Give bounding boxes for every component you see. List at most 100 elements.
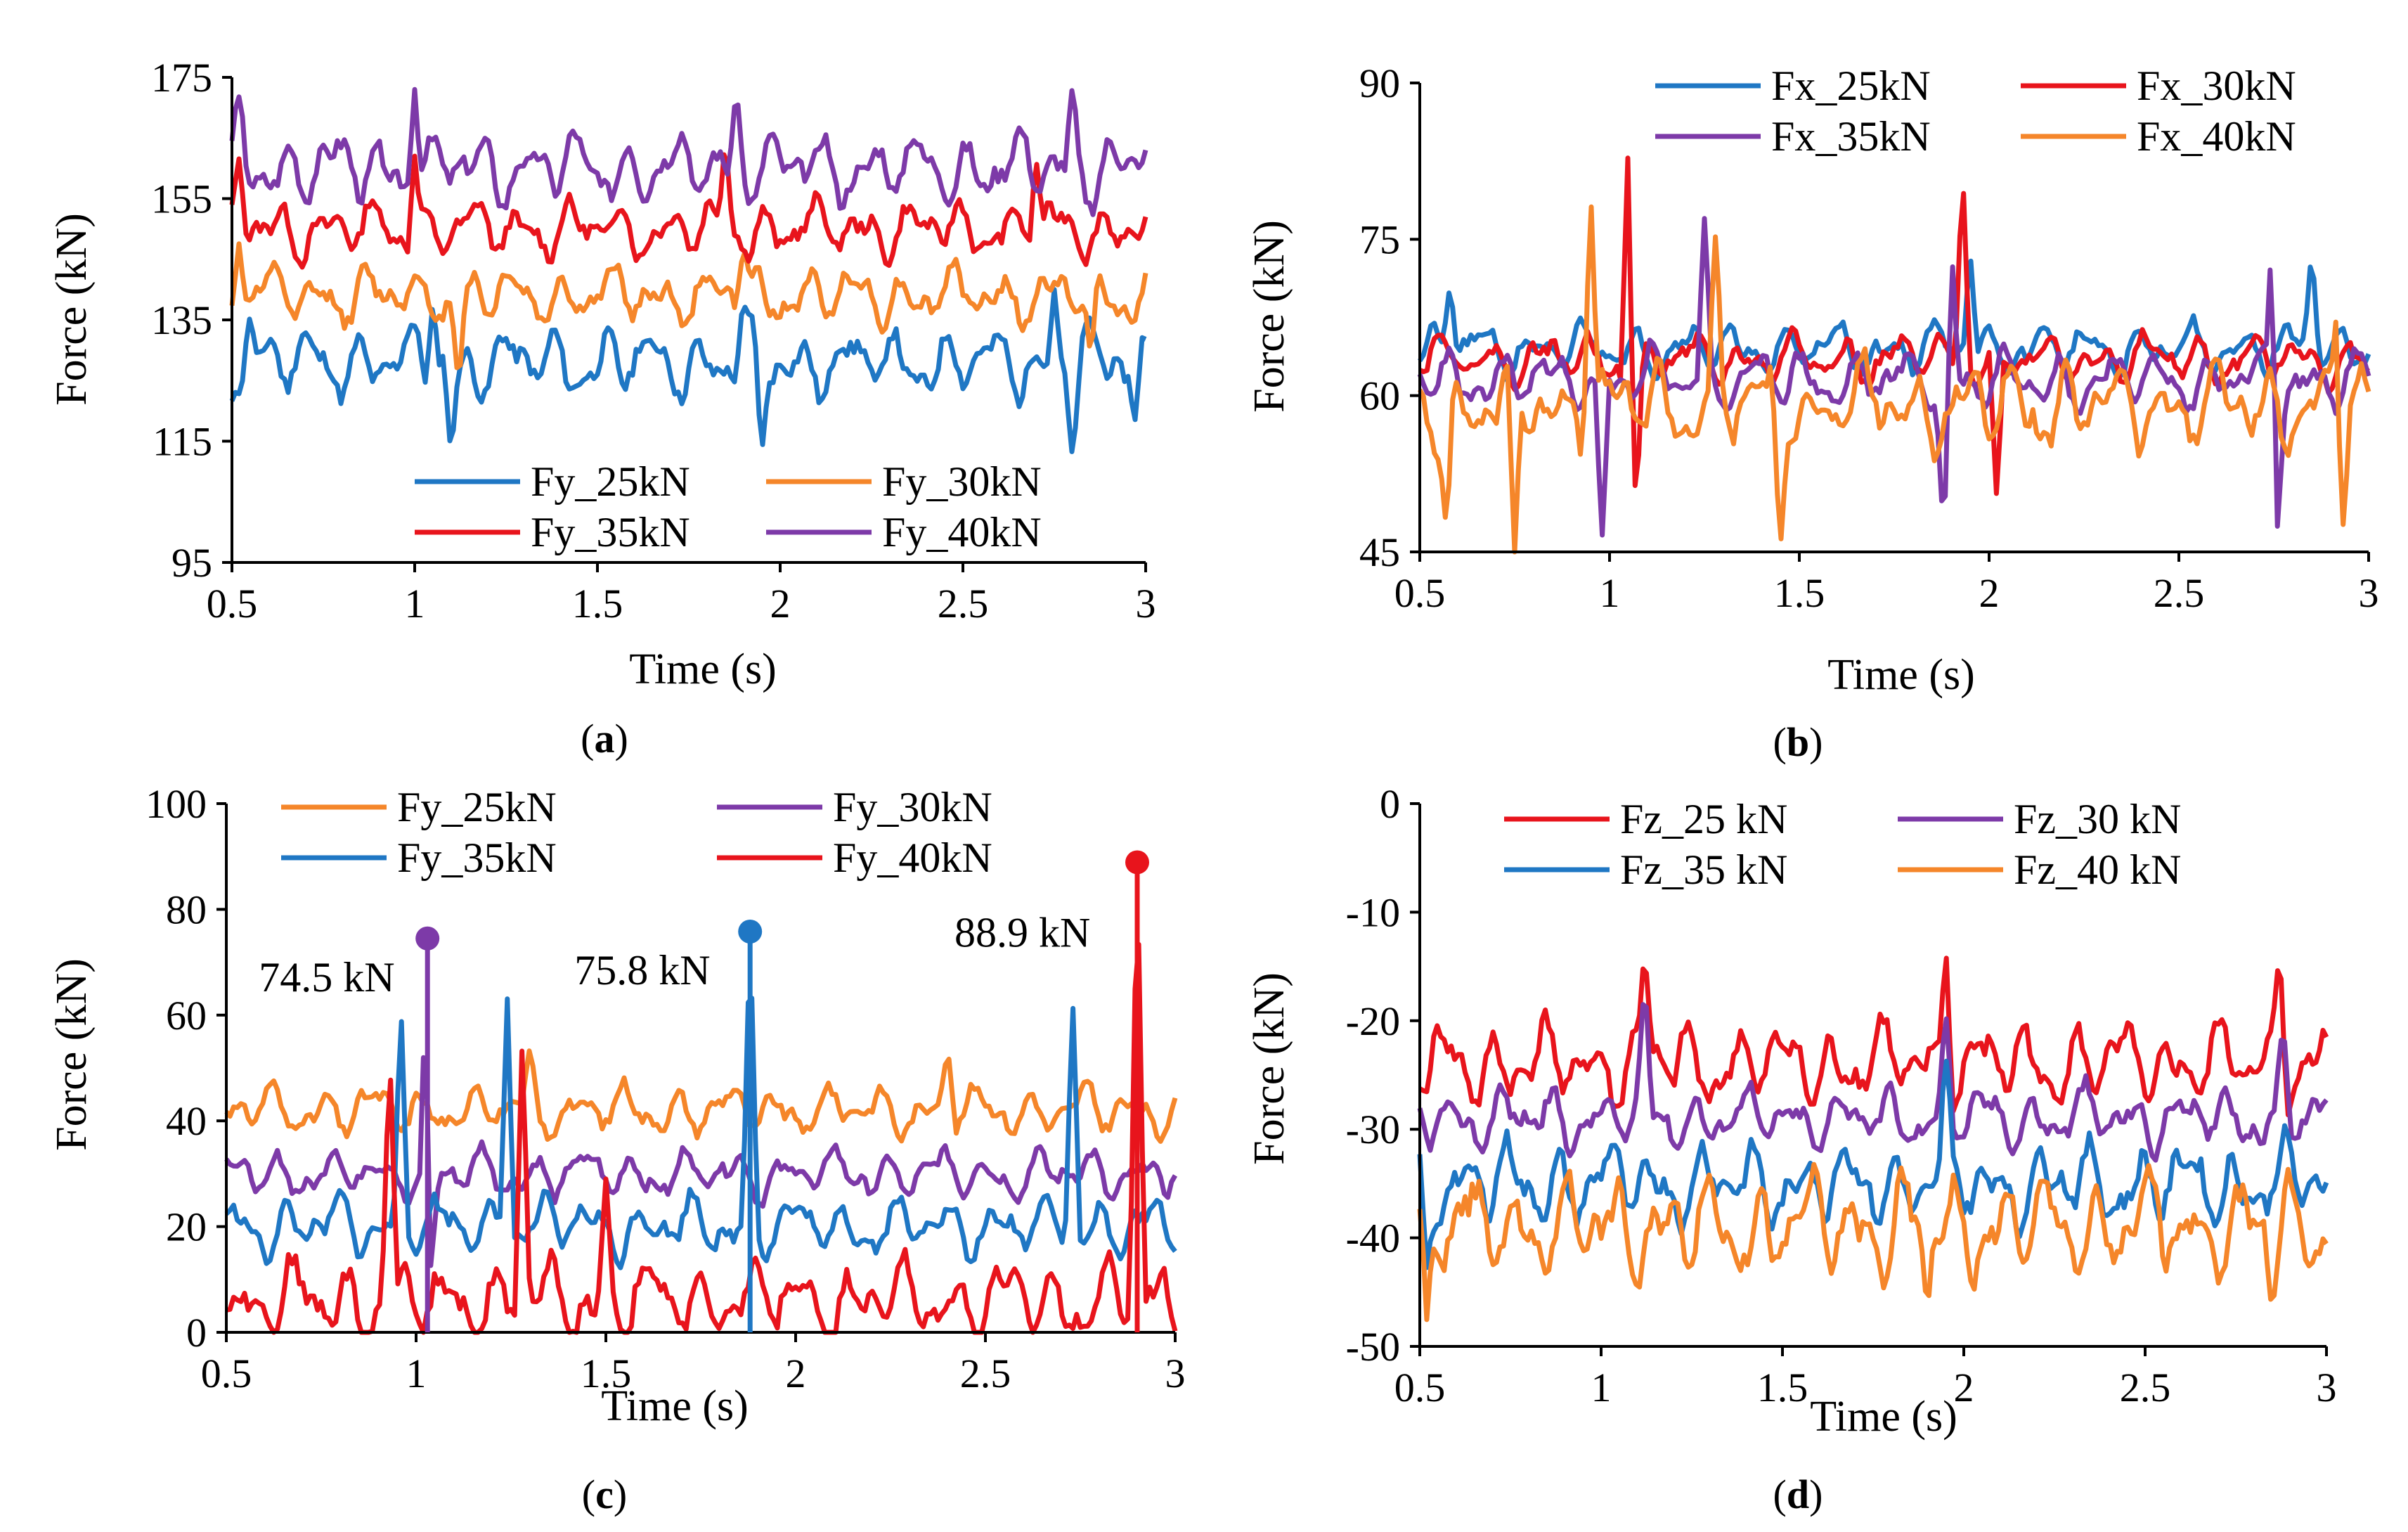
chart-d-ytick-label: -20 [1346,998,1400,1044]
chart-b-ytick-label: 60 [1359,373,1400,419]
chart-c-ytick-label: 0 [186,1310,207,1356]
chart-c-xtick-label: 2.5 [960,1351,1011,1396]
chart-d-ytick-label: 0 [1380,781,1400,827]
chart-d-ytick-label: -40 [1346,1216,1400,1261]
chart-a-ytick-label: 175 [151,55,212,101]
chart-a-ytick-label: 95 [171,540,212,586]
chart-a-xtick-label: 1 [405,581,425,626]
chart-c-legend: Fy_25kN Fy_30kN Fy_35kN Fy_40kN [281,784,992,881]
chart-c-legend-label: Fy_30kN [833,784,992,830]
chart-d-ylabel: Force (kN) [1245,972,1293,1165]
chart-c-ytick-label: 40 [166,1098,207,1144]
chart-c-legend-label: Fy_40kN [833,835,992,881]
chart-b-series-4 [1417,204,2371,555]
chart-c-legend-label: Fy_35kN [397,835,557,881]
chart-a-legend-label: Fy_40kN [882,509,1042,555]
chart-c-ytick-label: 80 [166,887,207,932]
chart-b-xtick-label: 2 [1979,570,2000,616]
chart-d-legend-label: Fz_40 kN [2014,847,2181,893]
panel-label-d-letter: d [1787,1472,1809,1517]
chart-c-xlabel: Time (s) [601,1382,749,1430]
chart-b-legend: Fx_25kN Fx_30kN Fx_35kN Fx_40kN [1655,63,2296,160]
chart-c-axes: 0 20 40 60 80 100 0.5 1 1.5 2 2.5 3 [145,781,1186,1396]
chart-d-series-4 [1417,1161,2329,1322]
chart-c-peak-label: 74.5 kN [259,954,394,1000]
chart-c-peak-label: 75.8 kN [574,947,710,993]
chart-b-xtick-label: 3 [2359,570,2379,616]
chart-d-legend-label: Fz_25 kN [1620,796,1787,842]
chart-c-xtick-label: 1.5 [581,1351,632,1396]
chart-d-legend-label: Fz_35 kN [1620,847,1787,893]
chart-a-ylabel: Force (kN) [48,213,96,406]
chart-b-axes: 45 60 75 90 0.5 1 1.5 2 2.5 3 [1359,60,2379,616]
chart-b-series-lines [1417,155,2371,555]
chart-c-xtick-label: 3 [1165,1351,1186,1396]
chart-a-xtick-label: 2.5 [938,581,989,626]
chart-d-xtick-label: 2 [1954,1365,1974,1410]
chart-d-xlabel: Time (s) [1810,1393,1957,1441]
chart-d-ytick-label: -30 [1346,1107,1400,1152]
chart-b-series-2 [1418,155,2370,496]
chart-b-ylabel: Force (kN) [1245,220,1293,413]
chart-panel-c: 0 20 40 60 80 100 0.5 1 1.5 2 2.5 3 Force (kN) Time… [48,781,1186,1517]
panel-label-c: (c) [582,1472,627,1517]
chart-b-xtick-label: 2.5 [2154,570,2205,616]
chart-panel-a: 95 115 135 155 175 0.5 1 1.5 2 2.5 3 Force (kN) Ti… [48,55,1156,761]
chart-a-legend-label: Fy_35kN [531,509,690,555]
panel-label-a-letter: a [595,716,615,761]
chart-c-peak-marker [1125,850,1149,875]
chart-c-peak-marker [415,926,440,951]
chart-c-ytick-label: 60 [166,993,207,1038]
chart-d-ytick-label: -50 [1346,1324,1400,1370]
chart-a-xtick-label: 1.5 [572,581,623,626]
chart-a-series-lines [229,86,1148,454]
panel-label-b: (b) [1773,719,1823,765]
chart-c-peak-label: 88.9 kN [954,909,1090,955]
panel-label-a: (a) [581,716,628,761]
chart-d-series-2 [1417,1002,2329,1163]
chart-d-axes: -50 -40 -30 -20 -10 0 0.5 1 1.5 2 2.5 3 [1346,781,2337,1410]
chart-a-series-2 [229,241,1148,371]
chart-c-annotations: 74.5 kN 75.8 kN 88.9 kN [259,850,1149,1332]
chart-b-xtick-label: 1.5 [1774,570,1825,616]
chart-a-legend: Fy_25kN Fy_30kN Fy_35kN Fy_40kN [415,458,1042,555]
chart-b-legend-label: Fx_30kN [2137,63,2296,109]
chart-a-xtick-label: 3 [1136,581,1156,626]
chart-a-xlabel: Time (s) [629,645,777,693]
chart-b-ytick-label: 75 [1359,217,1400,262]
chart-c-peak-marker [738,919,763,944]
chart-c-ytick-label: 20 [166,1204,207,1250]
chart-a-series-4 [229,86,1148,217]
chart-c-legend-label: Fy_25kN [397,784,557,830]
chart-d-ytick-label: -10 [1346,889,1400,935]
chart-c-series-lines [224,941,1178,1335]
chart-d-xtick-label: 1 [1591,1365,1612,1410]
chart-a-series-1 [229,287,1147,454]
chart-a-xtick-label: 0.5 [207,581,258,626]
panel-label-c-letter: c [595,1472,614,1517]
chart-c-xtick-label: 1 [406,1351,427,1396]
chart-a-ytick-label: 155 [151,176,212,222]
panel-label-d: (d) [1773,1472,1823,1517]
chart-c-series-4 [226,941,1178,1335]
chart-a-legend-label: Fy_30kN [882,458,1042,505]
chart-b-legend-label: Fx_35kN [1771,113,1931,160]
chart-c-ylabel: Force (kN) [48,958,96,1151]
chart-d-xtick-label: 3 [2317,1365,2337,1410]
chart-b-ytick-label: 45 [1359,529,1400,575]
chart-b-legend-label: Fx_25kN [1771,63,1931,109]
chart-a-ytick-label: 135 [151,297,212,343]
chart-d-xtick-label: 1.5 [1757,1365,1808,1410]
chart-a-legend-label: Fy_25kN [531,458,690,505]
chart-b-ytick-label: 90 [1359,60,1400,106]
chart-d-legend: Fz_25 kN Fz_30 kN Fz_35 kN Fz_40 kN [1504,796,2181,893]
chart-a-ytick-label: 115 [153,419,212,465]
chart-b-legend-label: Fx_40kN [2137,113,2296,160]
chart-c-ytick-label: 100 [145,781,207,827]
chart-b-xlabel: Time (s) [1827,651,1975,699]
chart-d-series-lines [1417,955,2329,1322]
chart-c-series-1 [224,1048,1178,1144]
chart-a-axes: 95 115 135 155 175 0.5 1 1.5 2 2.5 3 [151,55,1156,626]
panel-label-b-letter: b [1787,719,1809,765]
